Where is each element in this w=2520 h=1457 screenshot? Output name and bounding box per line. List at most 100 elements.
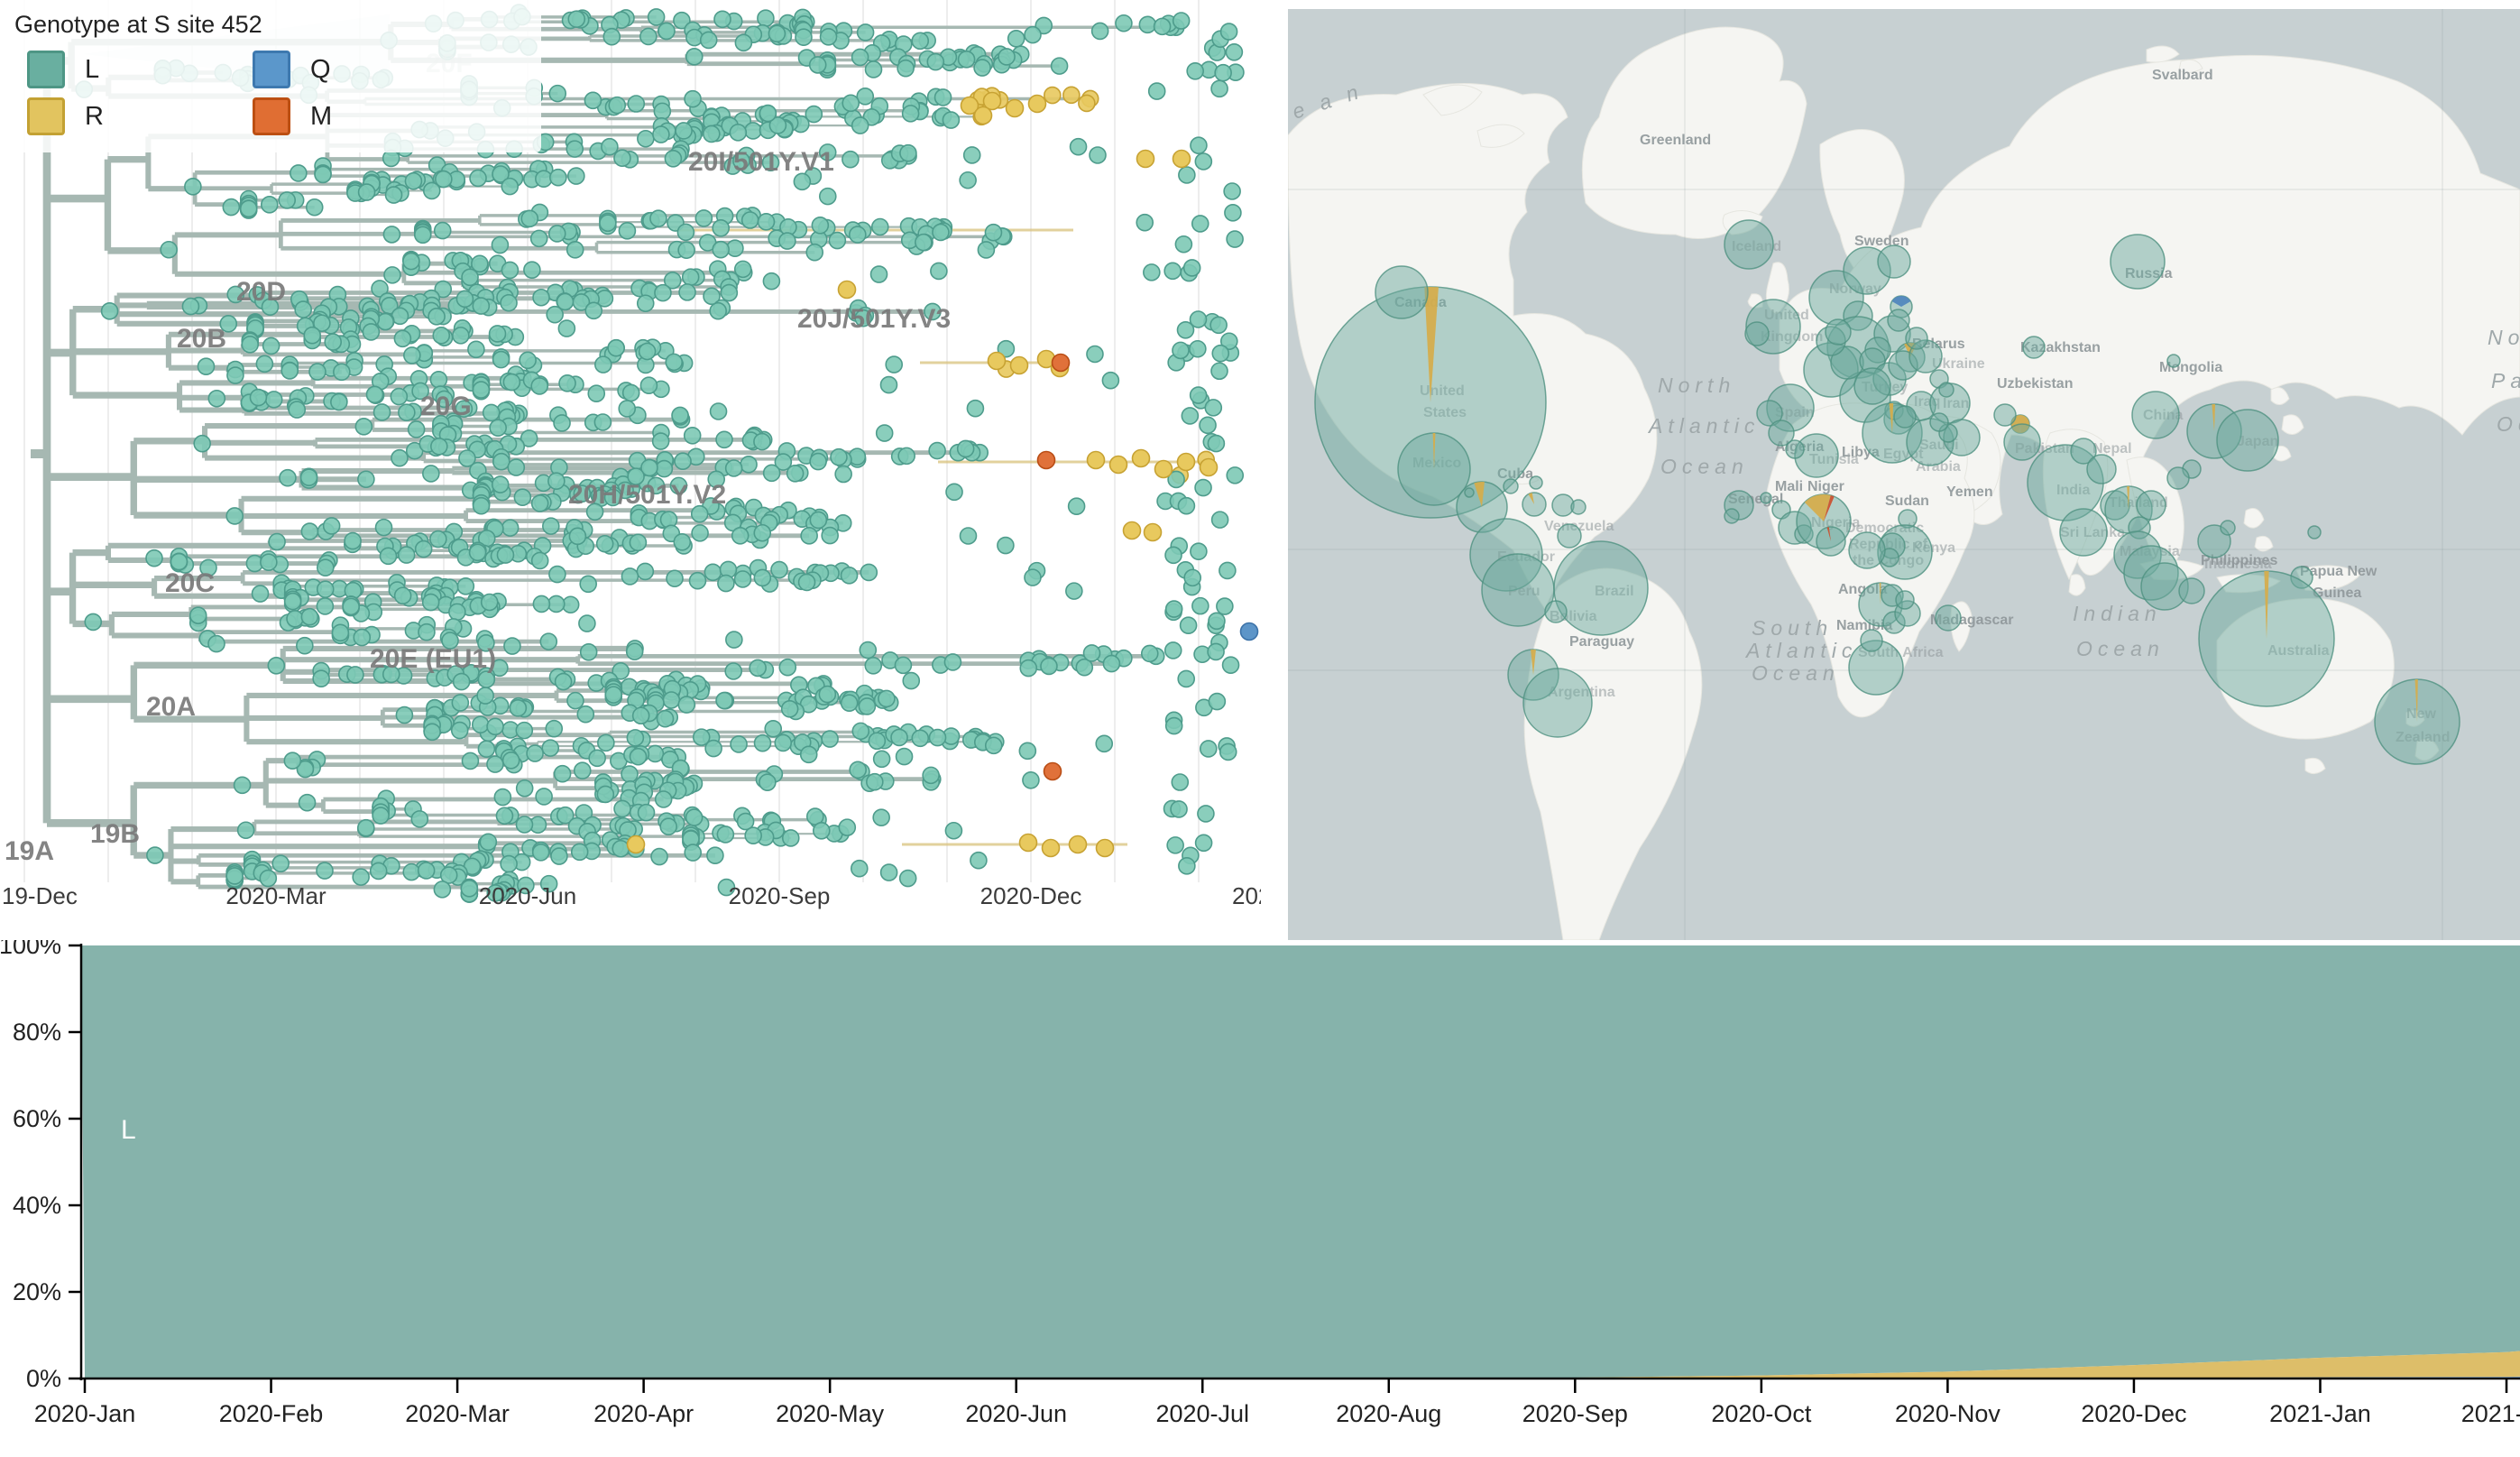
tree-tip[interactable] — [703, 287, 721, 306]
pie-wedge-Y[interactable] — [1528, 493, 1535, 504]
tree-tip[interactable] — [573, 484, 592, 503]
tree-tip[interactable] — [448, 603, 466, 622]
map-pie-algeria[interactable] — [1785, 439, 1805, 459]
tree-tip[interactable] — [567, 167, 585, 185]
tree-tip[interactable] — [744, 122, 762, 140]
tree-tip[interactable] — [1197, 805, 1215, 823]
tree-tip[interactable] — [303, 326, 322, 345]
tree-tip[interactable] — [1082, 644, 1101, 662]
tree-tip[interactable] — [629, 533, 648, 552]
tree-tip[interactable] — [523, 261, 541, 279]
tree-tip[interactable] — [805, 243, 824, 262]
tree-tip[interactable] — [924, 302, 942, 321]
map-pie-botswana[interactable] — [1860, 629, 1883, 652]
tree-tip[interactable] — [557, 319, 576, 337]
pie-circle[interactable] — [2136, 490, 2166, 521]
tree-tip[interactable] — [625, 642, 644, 661]
tree-tip[interactable] — [762, 464, 781, 483]
tree-tip[interactable] — [1007, 29, 1025, 48]
tree-tip[interactable] — [566, 140, 584, 158]
tree-tip[interactable] — [851, 116, 869, 134]
tree-tip[interactable] — [1171, 773, 1190, 791]
tree-tip[interactable] — [354, 418, 373, 436]
pie-circle[interactable] — [1860, 629, 1883, 652]
pie-circle[interactable] — [2070, 438, 2097, 465]
tree-tip[interactable] — [383, 266, 401, 284]
tree-tip[interactable] — [868, 732, 887, 751]
tree-tip[interactable] — [1221, 656, 1240, 674]
tree-tip[interactable] — [417, 862, 436, 880]
tree-tip[interactable] — [1219, 742, 1237, 761]
tree-tip[interactable] — [362, 323, 381, 341]
tree-tip[interactable] — [1190, 136, 1208, 154]
map-pie-canada[interactable] — [1375, 265, 1429, 319]
tree-tip[interactable] — [699, 31, 718, 50]
map-pie-finland[interactable] — [1877, 244, 1911, 279]
tree-tip[interactable] — [352, 868, 370, 886]
tree-tip[interactable] — [402, 862, 421, 881]
tree-tip[interactable] — [1210, 511, 1229, 529]
tree-tip[interactable] — [283, 752, 302, 770]
tree-tip-r[interactable] — [987, 351, 1007, 371]
tree-tip[interactable] — [1210, 362, 1228, 381]
legend-item-L[interactable]: L — [27, 48, 253, 91]
tree-tip[interactable] — [1044, 86, 1062, 105]
tree-tip[interactable] — [637, 803, 656, 822]
tree-tip[interactable] — [433, 221, 452, 240]
pie-wedge-R[interactable] — [1824, 495, 1835, 521]
tree-tip[interactable] — [795, 28, 813, 47]
tree-tip[interactable] — [744, 826, 762, 844]
tree-tip[interactable] — [753, 733, 772, 752]
tree-tip[interactable] — [567, 10, 586, 28]
tree-tip[interactable] — [778, 232, 796, 250]
tree-tip[interactable] — [316, 580, 335, 598]
tree-tip[interactable] — [515, 721, 534, 740]
tree-tip[interactable] — [477, 740, 496, 758]
tree-tip[interactable] — [566, 241, 584, 259]
tree-tip[interactable] — [535, 170, 553, 188]
tree-tip[interactable] — [1224, 204, 1242, 222]
tree-tip[interactable] — [549, 168, 567, 187]
map-pie-china[interactable] — [2131, 391, 2180, 439]
tree-tip[interactable] — [268, 532, 286, 551]
tree-tip[interactable] — [1219, 23, 1238, 41]
tree-tip[interactable] — [866, 772, 884, 791]
tree-tip[interactable] — [477, 633, 495, 652]
tree-tip[interactable] — [411, 382, 429, 401]
tree-tip[interactable] — [860, 563, 878, 582]
tree-tip[interactable] — [959, 171, 977, 189]
tree-tip[interactable] — [547, 472, 566, 491]
map-pie-sri-lanka[interactable] — [2059, 508, 2108, 557]
tree-tip[interactable] — [709, 402, 728, 420]
pie-circle[interactable] — [1935, 604, 1962, 632]
tree-tip[interactable] — [674, 452, 692, 471]
map-pie-cuba-1[interactable] — [1503, 478, 1519, 494]
tree-tip[interactable] — [597, 733, 615, 752]
tree-tip[interactable] — [1164, 716, 1183, 735]
tree-tip[interactable] — [676, 223, 695, 242]
tree-tip[interactable] — [393, 586, 412, 605]
tree-tip[interactable] — [489, 419, 507, 437]
tree-tip[interactable] — [647, 476, 666, 495]
tree-tip[interactable] — [911, 32, 930, 51]
tree-tip[interactable] — [547, 225, 566, 243]
map-pie-pakistan[interactable] — [2003, 423, 2041, 461]
pie-circle[interactable] — [1522, 668, 1593, 738]
tree-tip[interactable] — [897, 59, 915, 78]
tree-tip[interactable] — [422, 465, 440, 483]
map-pie-cuba-3[interactable] — [1464, 487, 1475, 498]
tree-tip-r[interactable] — [1176, 452, 1196, 472]
tree-tip[interactable] — [535, 788, 553, 806]
tree-tip[interactable] — [753, 432, 771, 451]
tree-tip[interactable] — [934, 88, 952, 106]
tree-tip[interactable] — [885, 355, 904, 373]
pie-circle[interactable] — [1529, 475, 1543, 490]
legend-swatch-Q[interactable] — [253, 51, 290, 88]
tree-tip[interactable] — [717, 878, 736, 897]
map-pie-dr-congo[interactable] — [1848, 531, 1886, 569]
tree-tip[interactable] — [799, 745, 818, 764]
tree-tip[interactable] — [928, 728, 947, 747]
map-pie-russia[interactable] — [2110, 234, 2166, 290]
tree-tip[interactable] — [479, 833, 498, 852]
tree-tip[interactable] — [774, 733, 793, 752]
